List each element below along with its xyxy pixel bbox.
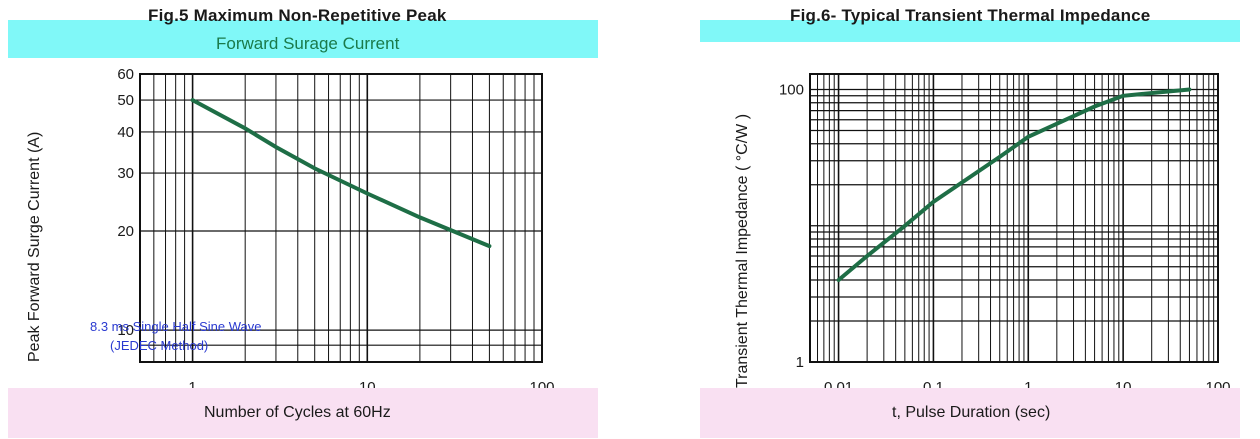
fig5-caption-band <box>8 20 598 58</box>
fig6-x-label-band <box>700 388 1240 438</box>
fig6-y-tick-label: 1 <box>796 354 804 371</box>
fig5-subtitle: Forward Surage Current <box>216 34 400 53</box>
fig5-series-0-point <box>274 145 278 149</box>
fig6-caption-band <box>700 20 1240 42</box>
fig6-y-axis-label: Transient Thermal Impedance ( °C/W ) <box>734 113 751 388</box>
fig5-x-label-band <box>8 388 598 438</box>
fig6-series-0-point <box>1026 135 1030 139</box>
fig5-series-0-point <box>243 126 247 130</box>
fig5-x-tick-label: 1 <box>188 379 196 396</box>
fig6-title: Fig.6- Typical Transient Thermal Impedan… <box>790 6 1151 25</box>
fig5-series-0-point <box>418 215 422 219</box>
fig5-series-0-point <box>313 166 317 170</box>
fig5-series-0-point <box>191 98 195 102</box>
fig5-annotation-line-1: 8.3 ms Single Half Sine Wave <box>90 319 262 334</box>
fig6-x-axis-label: t, Pulse Duration (sec) <box>892 404 1051 421</box>
fig6-series-0-point <box>931 200 935 204</box>
fig5-x-axis-label: Number of Cycles at 60Hz <box>204 404 391 421</box>
fig5-y-tick-label: 40 <box>117 124 134 141</box>
fig6-series-0-point <box>837 278 841 282</box>
fig6-series-0-point <box>865 254 869 258</box>
fig6-y-tick-label: 100 <box>779 82 804 99</box>
fig5-y-tick-label: 60 <box>117 66 134 83</box>
fig5-chart: 110100102030405060 <box>117 66 554 396</box>
fig5-y-tick-label: 30 <box>117 165 134 182</box>
fig5-y-axis-label: Peak Forward Surge Current (A) <box>26 131 43 362</box>
fig6-series-0-point <box>1121 94 1125 98</box>
fig5-y-tick-label: 10 <box>117 322 134 339</box>
fig6-series-0-point <box>1093 105 1097 109</box>
fig6-chart: 0.010.11101001100 <box>779 73 1231 396</box>
fig5-series-0-point <box>487 244 491 248</box>
fig6-series-0-point <box>998 155 1002 159</box>
fig5-series-0-point <box>365 192 369 196</box>
fig5-plot-frame <box>139 73 543 363</box>
fig6-series-0-point <box>1187 88 1191 92</box>
fig6-x-tick-label: 1 <box>1024 379 1032 396</box>
fig5-title: Fig.5 Maximum Non-Repetitive Peak <box>148 6 447 25</box>
fig5-y-tick-label: 50 <box>117 92 134 109</box>
fig5-y-tick-label: 20 <box>117 223 134 240</box>
fig5-annotation-line-2: (JEDEC Method) <box>110 338 209 353</box>
fig6-series-0-point <box>903 224 907 228</box>
